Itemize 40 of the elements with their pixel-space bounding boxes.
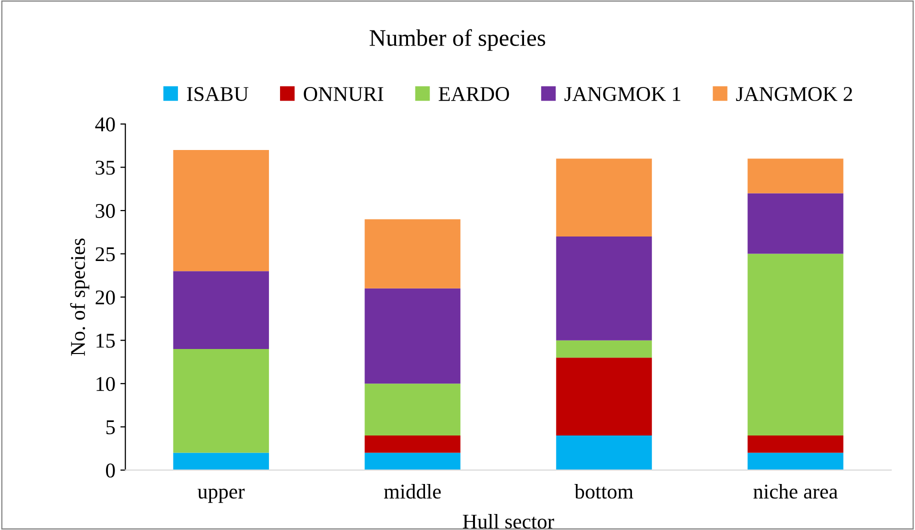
y-tick-label: 20 (96, 290, 115, 304)
bar (748, 254, 844, 436)
legend-label: JANGMOK 2 (736, 87, 852, 102)
y-tick-label: 10 (96, 376, 115, 392)
bar (556, 436, 652, 470)
bar (748, 193, 844, 254)
bar (173, 348, 269, 453)
x-tick-label: upper (198, 488, 245, 503)
x-axis-title: Hull sector (462, 514, 554, 529)
x-tick-label: middle (384, 484, 441, 499)
legend-label: ISABU (187, 87, 248, 102)
bar (364, 452, 460, 470)
y-tick-label: 15 (96, 334, 115, 348)
x-tick-label: niche area (753, 484, 838, 499)
y-tick-label: 0 (106, 463, 115, 478)
bar (364, 288, 460, 384)
y-tick-label: 25 (96, 247, 115, 262)
chart-title: Number of species (370, 29, 546, 51)
bar (173, 452, 269, 470)
x-tick-label: bottom (574, 484, 634, 499)
bar (748, 452, 844, 470)
bar (173, 271, 269, 349)
y-tick-label: 40 (95, 117, 115, 132)
y-tick-label: 35 (96, 160, 115, 175)
bar (364, 219, 460, 288)
y-axis-title: No. of species (70, 238, 90, 356)
bar (556, 358, 652, 436)
y-tick-label: 5 (106, 420, 115, 434)
legend-label: EARDO (438, 87, 510, 102)
bar (556, 236, 652, 340)
bar (556, 340, 652, 358)
bar (748, 436, 844, 453)
bar (364, 436, 460, 453)
bar (556, 158, 652, 236)
y-tick-label: 30 (96, 204, 115, 218)
bar (173, 150, 269, 272)
bar (364, 384, 460, 436)
legend-label: ONNURI (304, 87, 384, 102)
bar (748, 158, 844, 194)
legend-label: JANGMOK 1 (564, 87, 680, 102)
